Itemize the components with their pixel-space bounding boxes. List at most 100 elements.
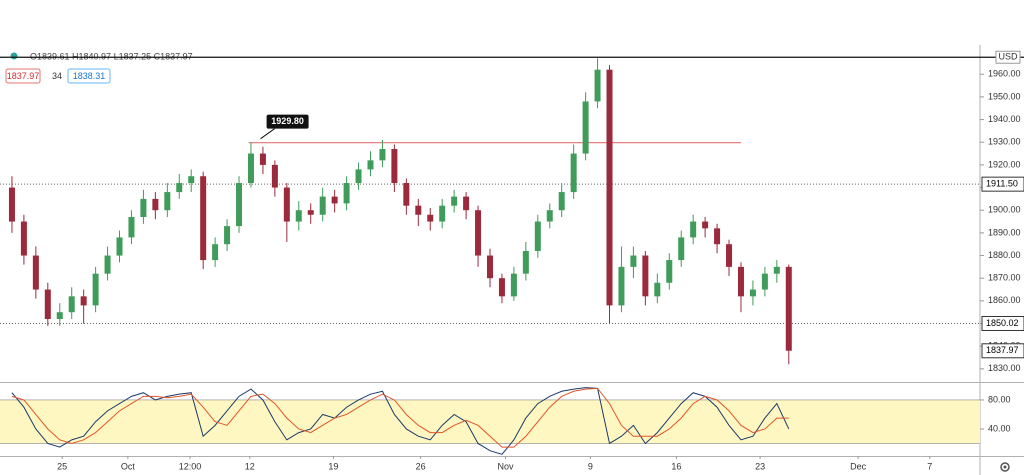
candle-body [391,149,398,184]
y-tick-label: 1900.00 [988,205,1021,215]
settings-icon[interactable] [1000,462,1010,472]
x-tick-label: 12:00 [179,461,202,471]
candle-body [522,251,529,274]
x-tick-label: 26 [416,461,426,471]
y-tick-label: 1920.00 [988,159,1021,169]
x-tick-label: 25 [57,461,67,471]
x-tick-label: 7 [927,461,932,471]
candle-body [236,183,243,227]
candle-body [367,160,374,170]
candle-body [176,183,183,193]
candle-body [104,255,111,274]
candle-body [92,273,99,306]
candle-body [582,101,589,154]
candle-body [379,149,386,161]
badge-text: 34 [52,71,62,81]
x-tick-label: Nov [498,461,515,471]
candle-body [32,255,39,290]
badge [67,68,111,84]
candle-body [618,266,625,306]
x-tick-label: Dec [850,461,867,471]
candle-body [403,183,410,206]
oscillator-band [0,399,980,444]
level-tag [981,315,1024,331]
badge-text: 1837.97 [7,71,40,81]
candle-body [498,278,505,297]
candle-body [427,214,434,222]
candle-body [164,192,171,211]
osc-tick-label: 40.00 [988,423,1011,433]
candle-body [558,192,565,211]
osc-tick-label: 80.00 [988,394,1011,404]
x-tick-label: 9 [588,461,593,471]
candle-body [224,226,231,245]
y-tick-label: 1830.00 [988,363,1021,373]
candle-body [534,221,541,252]
trend-tag [266,114,309,129]
candle-body [546,210,553,222]
candle-body [140,198,147,218]
candle-body [463,196,470,211]
candle-body [678,237,685,261]
candle-body [415,205,422,215]
level-label: 1911.50 [986,179,1018,189]
candle-body [307,210,314,215]
candle-body [188,176,195,184]
candle-body [726,244,733,267]
candle-body [8,187,15,222]
candle-body [295,210,302,222]
x-tick-label: 16 [671,461,681,471]
candle-body [666,260,673,283]
candle-body [152,198,159,211]
candle-body [487,255,493,279]
candle-body [702,221,709,229]
candle-body [475,210,482,256]
candle-body [116,237,123,256]
candle-body [749,289,756,297]
candle-body [331,196,338,204]
candle-body [247,153,254,184]
candle-body [68,296,75,313]
candle-body [773,266,780,274]
candle-body [80,296,87,306]
trend-pointer [260,128,275,140]
y-tick-label: 1930.00 [988,137,1021,147]
candle-body [714,228,721,245]
candle-body [570,153,577,193]
y-tick-label: 1940.00 [988,114,1021,124]
y-tick-label: 1880.00 [988,250,1021,260]
candle-body [630,255,637,267]
candle-body [200,176,207,261]
y-tick-label: 1870.00 [988,273,1021,283]
candle-body [343,183,350,204]
candle-body [510,273,517,297]
candle-body [451,196,458,206]
candle-body [642,255,649,297]
level-tag [981,176,1024,192]
x-tick-label: 12 [245,461,255,471]
last-price-tag [981,343,1024,359]
candle-body [654,282,661,297]
candle-body [737,266,744,297]
candle-body [439,205,446,222]
oscillator-line [11,387,790,455]
candle-body [594,69,601,102]
y-tick-label: 1950.00 [988,91,1021,101]
oscillator-line [11,387,789,448]
ohlc-header: O1839.61 H1840.97 L1837.25 C1837.97 [30,51,193,61]
y-tick-label: 1960.00 [988,69,1021,79]
candle-body [319,196,326,215]
x-tick-label: 19 [328,461,338,471]
last-price-label: 1837.97 [986,345,1019,355]
status-dot [10,52,18,60]
candle-body [20,221,27,256]
candle-body [690,221,697,238]
x-tick-label: Oct [121,461,136,471]
x-tick-label: 23 [755,461,765,471]
candle-body [128,217,135,238]
candle-body [259,153,266,165]
trend-label: 1929.80 [271,116,304,126]
candle-body [785,266,792,351]
